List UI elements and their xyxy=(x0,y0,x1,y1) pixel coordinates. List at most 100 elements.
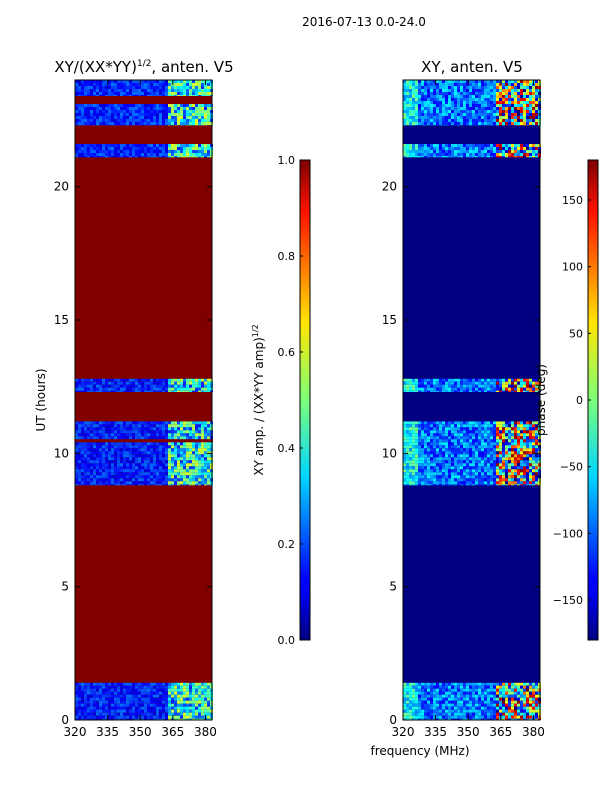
amp-cell xyxy=(78,712,81,716)
phase-cell xyxy=(448,421,451,425)
phase-cell xyxy=(505,381,508,385)
amp-cell xyxy=(198,421,201,425)
amp-cell xyxy=(78,685,81,689)
amp-cell xyxy=(123,156,126,158)
amp-cell xyxy=(174,466,177,470)
phase-cell xyxy=(436,457,439,461)
phase-cell xyxy=(427,86,430,89)
amp-cell xyxy=(105,700,108,704)
phase-cell xyxy=(412,682,415,686)
phase-cell xyxy=(517,703,520,707)
phase-cell xyxy=(502,478,505,482)
amp-cell xyxy=(81,451,84,455)
amp-cell xyxy=(183,378,186,382)
phase-cell xyxy=(451,718,454,721)
phase-cell xyxy=(535,378,538,382)
phase-cell xyxy=(433,682,436,686)
amp-cell xyxy=(111,718,114,721)
amp-cell xyxy=(198,119,201,122)
amp-cell xyxy=(198,153,201,156)
amp-cell xyxy=(156,95,159,96)
amp-cell xyxy=(108,688,111,692)
amp-cell xyxy=(171,484,174,486)
phase-cell xyxy=(499,460,502,464)
phase-cell xyxy=(415,718,418,721)
amp-cell xyxy=(174,110,177,113)
amp-cell xyxy=(165,381,168,385)
amp-cell xyxy=(87,457,90,461)
amp-cell xyxy=(156,433,159,437)
phase-cell xyxy=(433,718,436,721)
phase-cell xyxy=(514,427,517,431)
phase-cell xyxy=(514,451,517,455)
amp-cell xyxy=(207,685,210,689)
phase-cell xyxy=(418,700,421,704)
amp-cell xyxy=(99,709,102,713)
phase-cell xyxy=(532,472,535,476)
phase-cell xyxy=(427,448,430,452)
amp-cell xyxy=(150,122,153,125)
phase-cell xyxy=(499,86,502,89)
amp-cell xyxy=(99,712,102,716)
amp-cell xyxy=(111,387,114,391)
phase-cell xyxy=(490,436,493,440)
amp-cell xyxy=(177,469,180,473)
amp-cell xyxy=(84,119,87,122)
phase-cell xyxy=(508,424,511,428)
phase-cell xyxy=(412,691,415,695)
amp-cell xyxy=(153,697,156,701)
amp-band-5 xyxy=(75,157,212,379)
phase-cell xyxy=(457,700,460,704)
phase-cell xyxy=(424,430,427,434)
phase-cell xyxy=(511,80,514,83)
phase-cell xyxy=(508,478,511,482)
phase-cell xyxy=(517,478,520,482)
amp-cell xyxy=(162,150,165,153)
phase-cell xyxy=(469,448,472,452)
phase-cell xyxy=(508,484,511,486)
amp-cell xyxy=(165,421,168,425)
amp-cell xyxy=(105,378,108,382)
amp-cell xyxy=(192,484,195,486)
phase-cell xyxy=(445,421,448,425)
amp-cell xyxy=(120,119,123,122)
phase-cell xyxy=(511,448,514,452)
amp-cell xyxy=(174,104,177,107)
amp-cell xyxy=(204,150,207,153)
amp-cell xyxy=(93,92,96,95)
phase-cell xyxy=(520,384,523,388)
phase-cell xyxy=(478,80,481,83)
amp-cell xyxy=(126,475,129,479)
phase-cell xyxy=(460,685,463,689)
amp-cell xyxy=(75,700,78,704)
phase-cell xyxy=(433,475,436,479)
amp-cell xyxy=(156,697,159,701)
phase-cell xyxy=(409,424,412,428)
amp-cell xyxy=(153,430,156,434)
phase-cell xyxy=(481,86,484,89)
amp-cell xyxy=(114,472,117,476)
phase-cell xyxy=(466,700,469,704)
amp-cell xyxy=(126,469,129,473)
phase-cell xyxy=(472,448,475,452)
phase-cell xyxy=(406,424,409,428)
phase-cell xyxy=(502,153,505,156)
phase-cell xyxy=(532,144,535,147)
amp-cell xyxy=(105,387,108,391)
phase-cell xyxy=(460,484,463,486)
amp-cell xyxy=(165,113,168,116)
amp-cell xyxy=(87,86,90,89)
phase-cell xyxy=(484,484,487,486)
phase-cell xyxy=(526,439,529,443)
phase-cell xyxy=(517,381,520,385)
amp-cell xyxy=(129,421,132,425)
amp-cell xyxy=(96,472,99,476)
amp-cell xyxy=(168,451,171,455)
amp-cell xyxy=(102,153,105,156)
phase-cell xyxy=(532,478,535,482)
amp-cell xyxy=(207,460,210,464)
phase-cell xyxy=(469,694,472,698)
amp-cell xyxy=(141,448,144,452)
amp-cell xyxy=(174,122,177,125)
phase-cell xyxy=(526,460,529,464)
